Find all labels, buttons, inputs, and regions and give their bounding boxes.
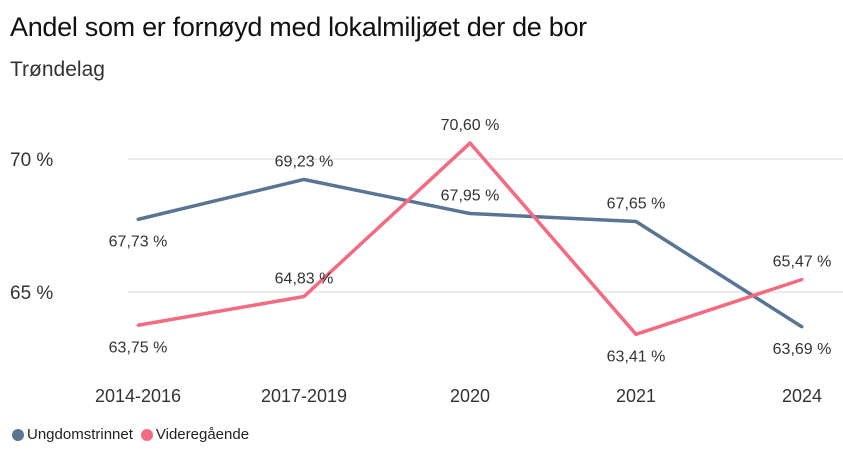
x-tick-label: 2020	[450, 386, 490, 406]
data-point	[136, 323, 140, 327]
series-line-1	[137, 141, 803, 337]
data-point	[800, 277, 804, 281]
x-tick-label: 2017-2019	[261, 386, 347, 406]
x-tick-label: 2024	[782, 386, 822, 406]
data-label: 67,73 %	[109, 233, 168, 250]
data-label: 70,60 %	[441, 117, 500, 134]
legend-label: Videregående	[155, 426, 250, 443]
data-point	[302, 177, 306, 181]
legend: Ungdomstrinnet Videregående	[12, 426, 249, 443]
data-point	[136, 217, 140, 221]
data-label: 64,83 %	[275, 271, 334, 288]
chart-title: Andel som er fornøyd med lokalmiljøet de…	[10, 12, 587, 42]
data-label: 69,23 %	[275, 153, 334, 170]
data-label: 63,41 %	[607, 348, 666, 365]
legend-marker-icon	[140, 428, 153, 441]
data-label: 65,47 %	[773, 253, 832, 270]
legend-marker-icon	[12, 428, 24, 441]
y-tick-label: 70 %	[10, 150, 53, 171]
data-point	[468, 212, 472, 216]
legend-label: Ungdomstrinnet	[27, 426, 133, 443]
data-point	[800, 325, 804, 329]
data-label: 67,65 %	[607, 196, 666, 213]
data-label: 67,95 %	[441, 188, 500, 205]
legend-item-videregaende[interactable]: Videregående	[140, 426, 250, 443]
data-label: 63,75 %	[109, 339, 168, 356]
data-point	[634, 332, 638, 336]
x-tick-label: 2014-2016	[95, 386, 181, 406]
data-label: 63,69 %	[773, 341, 832, 358]
legend-item-ungdomstrinnet[interactable]: Ungdomstrinnet	[12, 426, 133, 443]
y-tick-label: 65 %	[10, 283, 53, 304]
chart-subtitle: Trøndelag	[10, 58, 105, 81]
data-point	[634, 220, 638, 224]
x-tick-label: 2021	[616, 386, 656, 406]
data-point	[468, 141, 472, 145]
data-point	[302, 295, 306, 299]
